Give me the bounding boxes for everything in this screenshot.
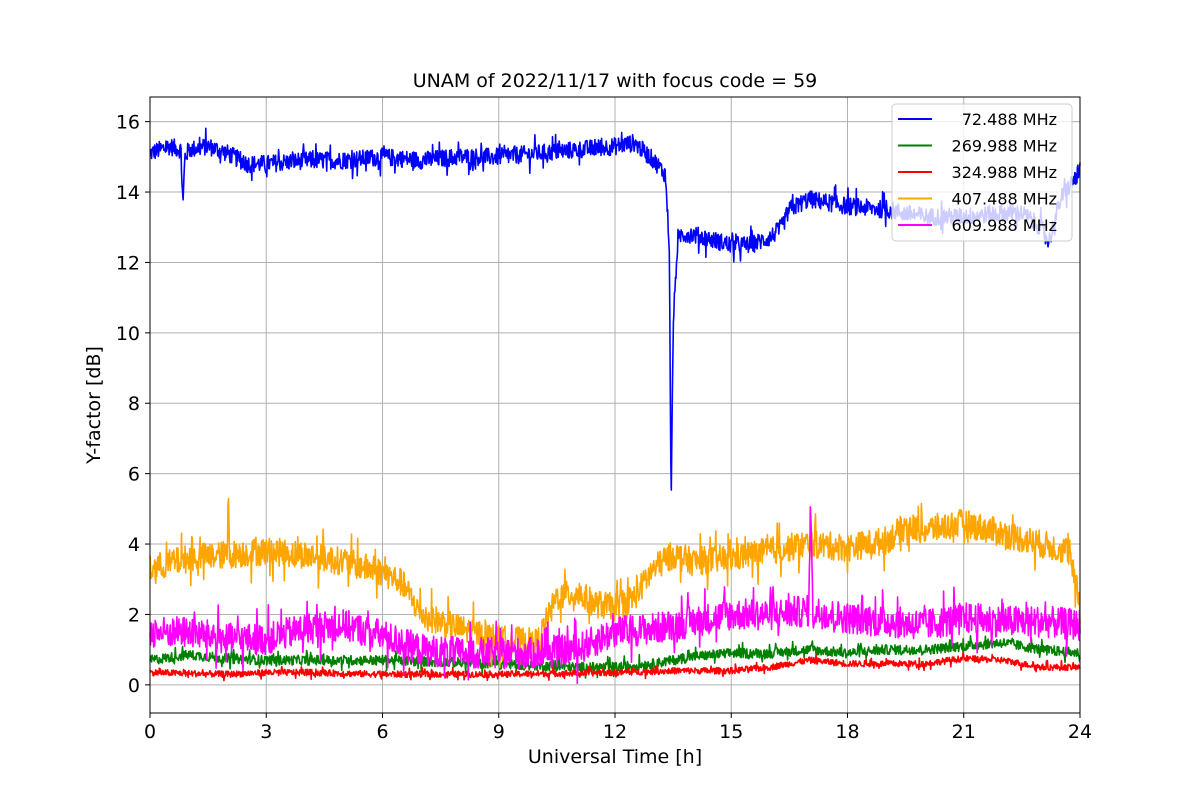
legend-label: 324.988 MHz	[952, 163, 1057, 182]
x-tick-label: 18	[835, 721, 859, 743]
x-tick-label: 9	[493, 721, 505, 743]
series-line	[149, 650, 1081, 682]
y-tick-label: 8	[128, 393, 140, 415]
y-tick-label: 4	[128, 534, 140, 556]
x-axis-label: Universal Time [h]	[528, 746, 702, 768]
legend: 72.488 MHz 269.988 MHz 324.988 MHz 407.488 …	[891, 103, 1073, 242]
legend-label: 72.488 MHz	[962, 110, 1057, 129]
legend-box	[891, 103, 1073, 242]
y-axis-label: Y-factor [dB]	[83, 346, 105, 465]
legend-label: 609.988 MHz	[952, 216, 1057, 235]
y-tick-label: 16	[116, 112, 140, 134]
chart-title: UNAM of 2022/11/17 with focus code = 59	[413, 70, 818, 92]
x-tick-label: 3	[260, 721, 272, 743]
y-tick-label: 12	[116, 252, 140, 274]
series-line	[149, 497, 1081, 669]
y-tick-label: 14	[116, 182, 140, 204]
x-tick-label: 24	[1068, 721, 1092, 743]
y-tick-label: 6	[128, 464, 140, 486]
y-tick-label: 2	[128, 604, 140, 626]
x-tick-label: 15	[719, 721, 743, 743]
legend-label: 269.988 MHz	[952, 137, 1057, 156]
x-tick-label: 21	[952, 721, 976, 743]
legend-label: 407.488 MHz	[952, 190, 1057, 209]
x-tick-label: 6	[376, 721, 388, 743]
series-line	[149, 506, 1081, 685]
x-tick-label: 0	[144, 721, 156, 743]
y-tick-label: 10	[116, 323, 140, 345]
series-line	[149, 635, 1081, 679]
x-tick-label: 12	[603, 721, 627, 743]
y-tick-label: 0	[128, 675, 140, 697]
